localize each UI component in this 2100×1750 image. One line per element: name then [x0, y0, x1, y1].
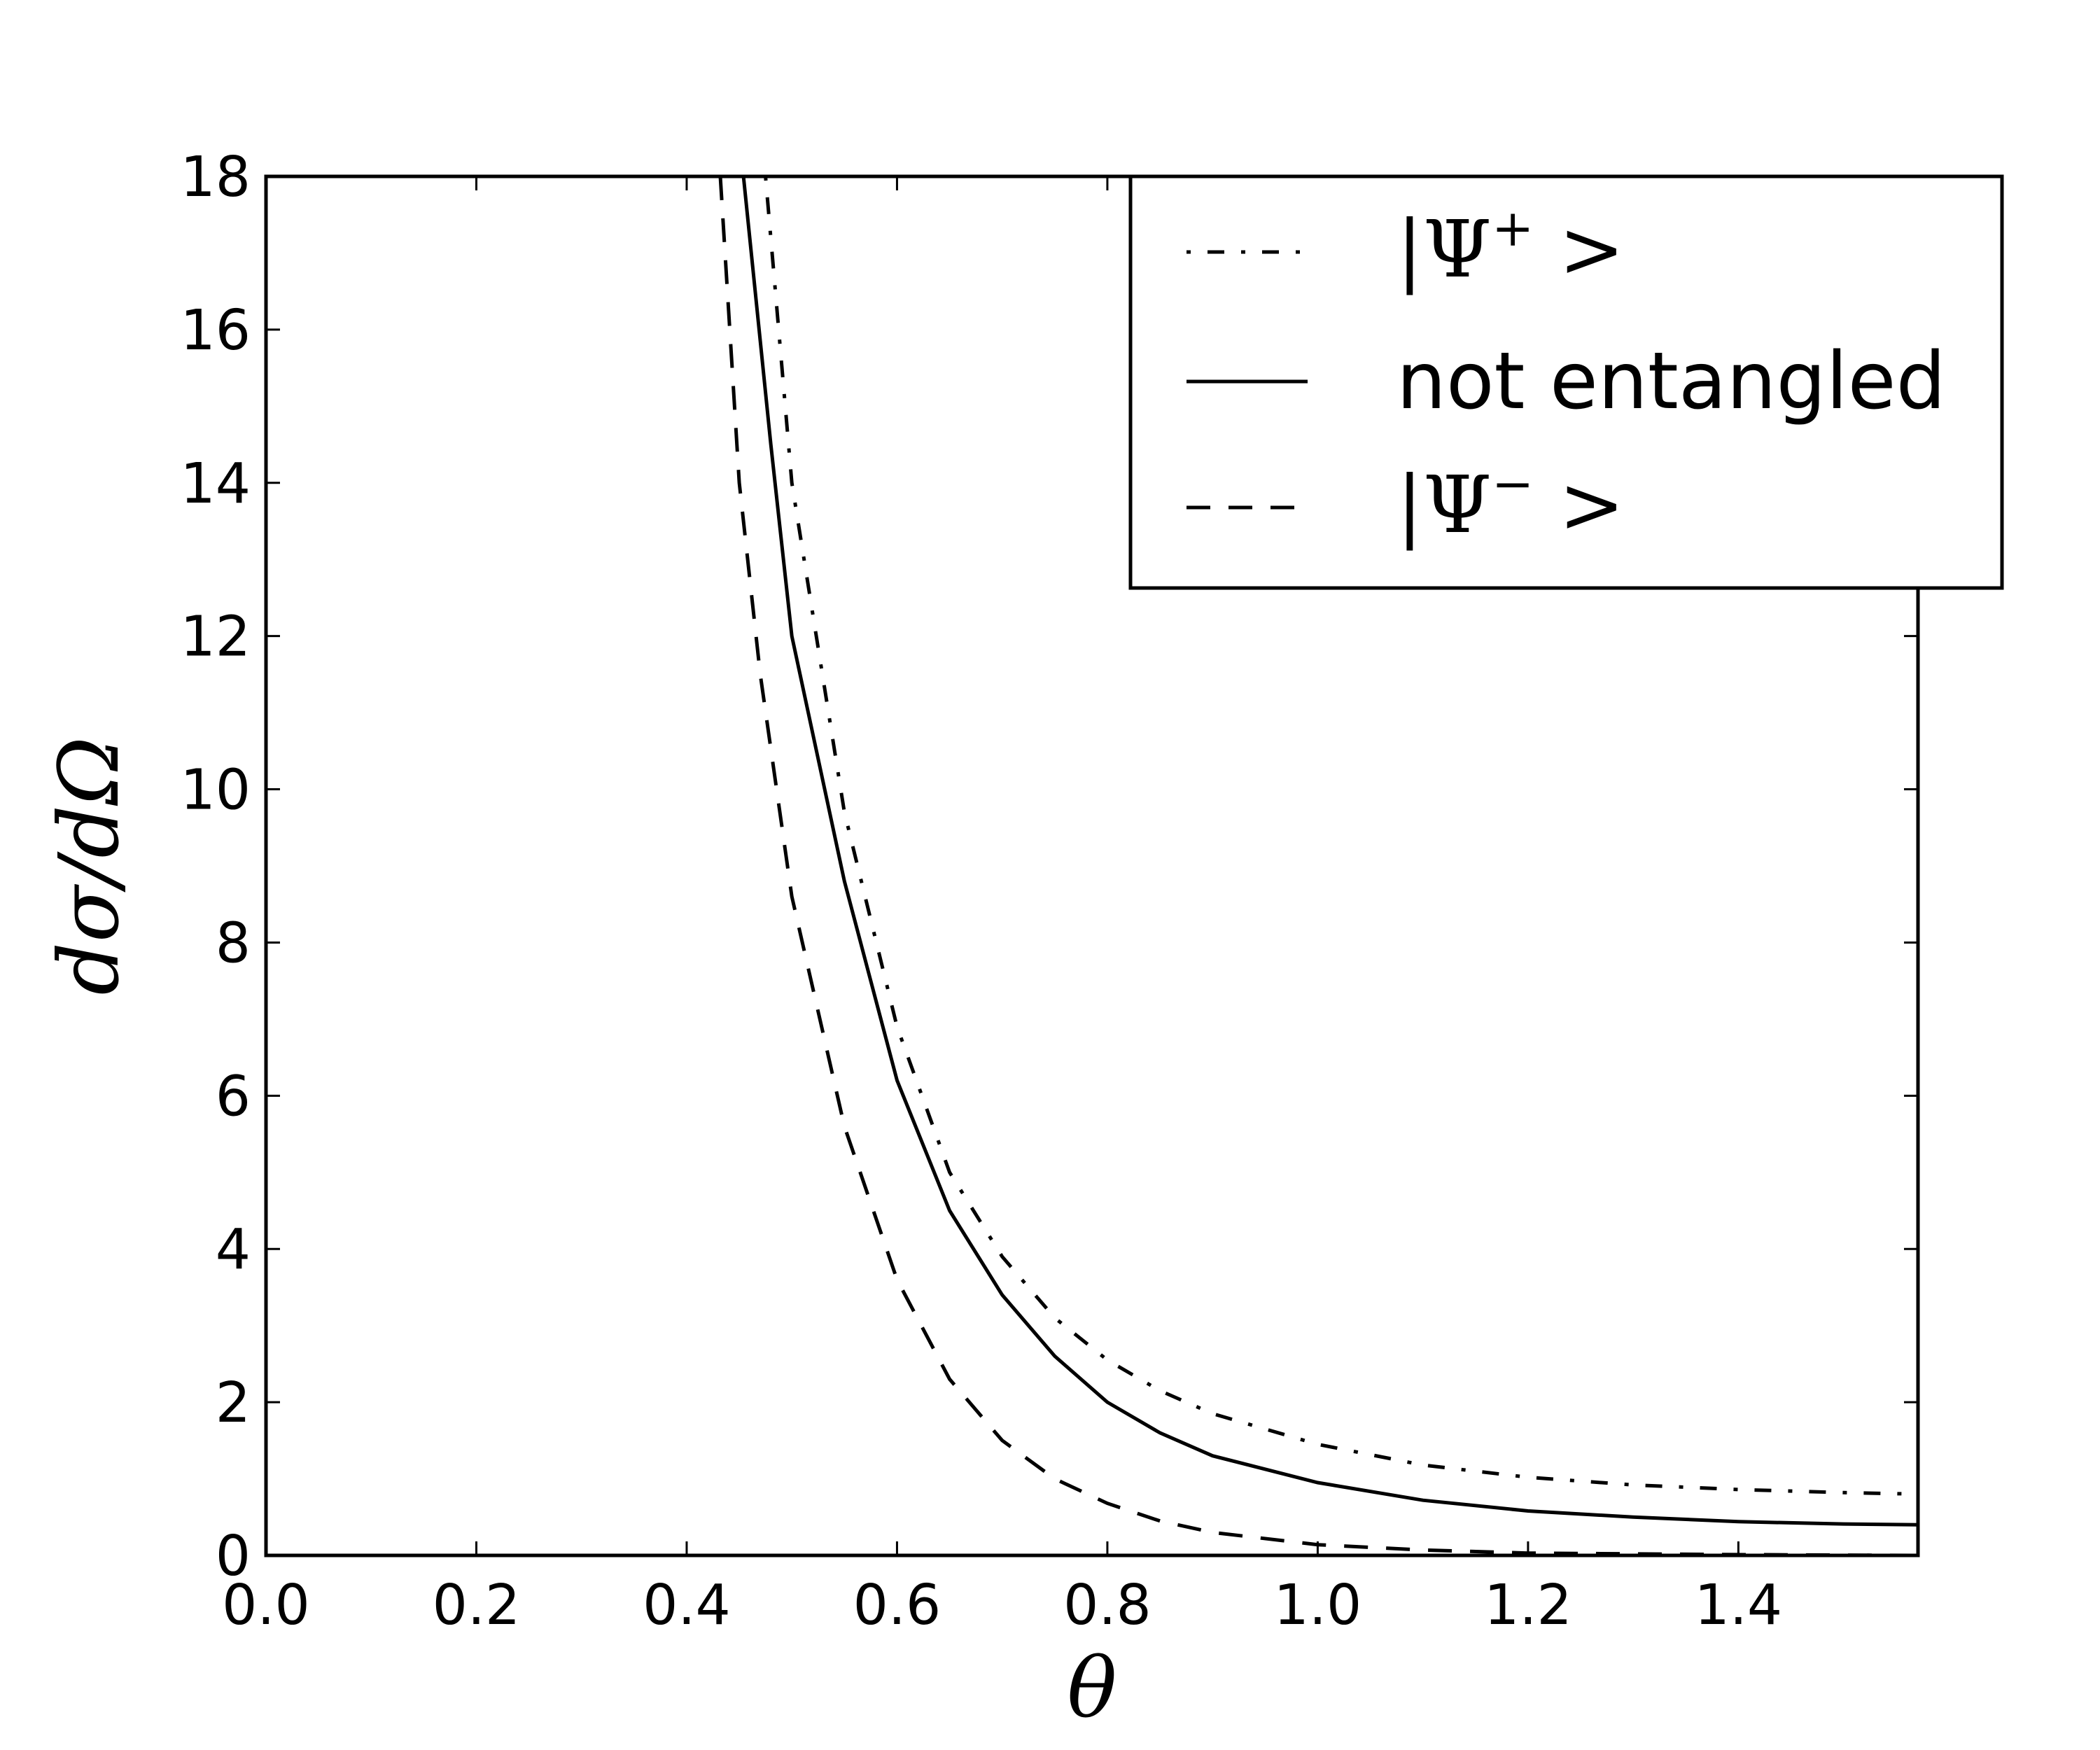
y-tick-label: 16 [180, 298, 251, 363]
y-tick-label: 4 [216, 1217, 251, 1282]
y-tick-label: 8 [216, 911, 251, 975]
y-tick-label: 18 [180, 145, 251, 209]
tick-layer: 0.0 0.2 0.4 0.6 0.8 1.0 1.2 1.4 0 2 4 6 8 10 12 14 16 18 [180, 145, 1918, 1637]
legend-label-psi-plus: |Ψ+ > [1396, 199, 1625, 295]
x-tick-label: 0.8 [1063, 1573, 1152, 1637]
legend-label-psi-minus: |Ψ− > [1396, 454, 1625, 551]
y-tick-label: 6 [216, 1064, 251, 1128]
y-tick-label: 0 [216, 1524, 251, 1588]
plot-frame [264, 174, 1920, 1558]
x-tick-label: 1.2 [1484, 1573, 1572, 1637]
series-line-dashdot [764, 176, 1918, 1496]
y-axis-label: dσ/dΩ [41, 736, 137, 995]
legend: |Ψ+ > not entangled |Ψ− > [1128, 174, 2004, 590]
x-tick-label: 0.2 [433, 1573, 521, 1637]
x-tick-label: 1.4 [1695, 1573, 1783, 1637]
series-line-solid [741, 176, 1918, 1527]
x-tick-label: 0.6 [853, 1573, 941, 1637]
x-tick-label: 1.0 [1274, 1573, 1362, 1637]
y-tick-label: 14 [180, 451, 251, 516]
x-tick-label: 0.4 [643, 1573, 731, 1637]
legend-label-not-entangled: not entangled [1396, 336, 1946, 427]
y-tick-label: 12 [180, 605, 251, 669]
series-layer [718, 176, 1918, 1555]
x-axis-label: θ [1067, 1639, 1116, 1736]
series-line-dashed [718, 176, 1918, 1555]
x-tick-label: 0.0 [222, 1573, 310, 1637]
y-tick-label: 2 [216, 1371, 251, 1435]
y-tick-label: 10 [180, 758, 251, 822]
